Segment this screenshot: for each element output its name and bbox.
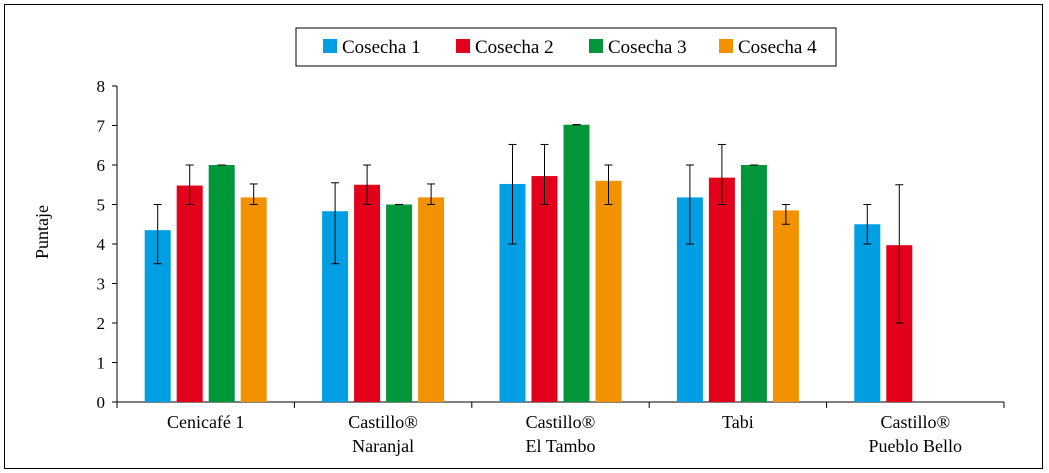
x-tick-label-line: Cenicafé 1 — [167, 412, 244, 432]
y-tick-label: 6 — [97, 156, 106, 175]
y-tick-label: 8 — [97, 77, 106, 96]
bar — [240, 197, 267, 402]
y-tick-label: 0 — [97, 393, 106, 412]
y-tick-label: 3 — [97, 275, 106, 294]
bar — [563, 124, 590, 403]
bars — [144, 124, 913, 403]
legend-swatch — [456, 39, 470, 53]
y-axis-label: Puntaje — [32, 205, 52, 259]
legend-label: Cosecha 1 — [342, 37, 421, 58]
error-bars — [153, 124, 904, 324]
x-tick-label-line: El Tambo — [526, 436, 596, 456]
legend-label: Cosecha 3 — [608, 37, 687, 58]
y-tick-label: 5 — [97, 196, 106, 215]
legend-swatch — [589, 39, 603, 53]
x-tick-label: Tabi — [722, 412, 754, 432]
x-tick-label: Castillo® El Tambo — [526, 412, 596, 456]
bar — [418, 197, 445, 402]
legend: Cosecha 1 Cosecha 2 Cosecha 3 Cosecha 4 — [295, 27, 837, 67]
bar — [854, 224, 881, 402]
legend-box — [295, 27, 837, 67]
y-tick-label: 7 — [97, 117, 106, 136]
bar — [595, 180, 622, 402]
bar — [531, 176, 558, 402]
y-tick-label: 1 — [97, 354, 106, 373]
bar — [740, 165, 767, 402]
bar — [354, 184, 381, 402]
y-tick-label: 4 — [97, 235, 106, 254]
x-tick-label-line: Castillo® — [526, 412, 596, 432]
x-tick-label-line: Naranjal — [352, 436, 414, 456]
legend-swatch — [719, 39, 733, 53]
bar — [386, 204, 413, 402]
legend-label: Cosecha 4 — [738, 37, 817, 58]
x-axis: Cenicafé 1 Castillo® Naranjal Castillo® El T… — [116, 401, 1005, 456]
bar — [708, 177, 735, 402]
x-tick-label: Castillo® Pueblo Bello — [869, 412, 963, 456]
x-tick-label-line: Pueblo Bello — [869, 436, 963, 456]
y-tick-label: 2 — [97, 314, 106, 333]
x-tick-label-line: Tabi — [722, 412, 754, 432]
x-tick-label: Castillo® Naranjal — [348, 412, 418, 456]
x-tick-label-line: Castillo® — [348, 412, 418, 432]
legend-swatch — [323, 39, 337, 53]
x-tick-label: Cenicafé 1 — [167, 412, 244, 432]
bar — [208, 165, 235, 402]
y-axis: 0 1 2 3 4 5 6 7 8 — [97, 77, 118, 412]
legend-label: Cosecha 2 — [475, 37, 554, 58]
bar — [772, 210, 799, 402]
bar — [176, 185, 203, 402]
x-tick-label-line: Castillo® — [880, 412, 950, 432]
